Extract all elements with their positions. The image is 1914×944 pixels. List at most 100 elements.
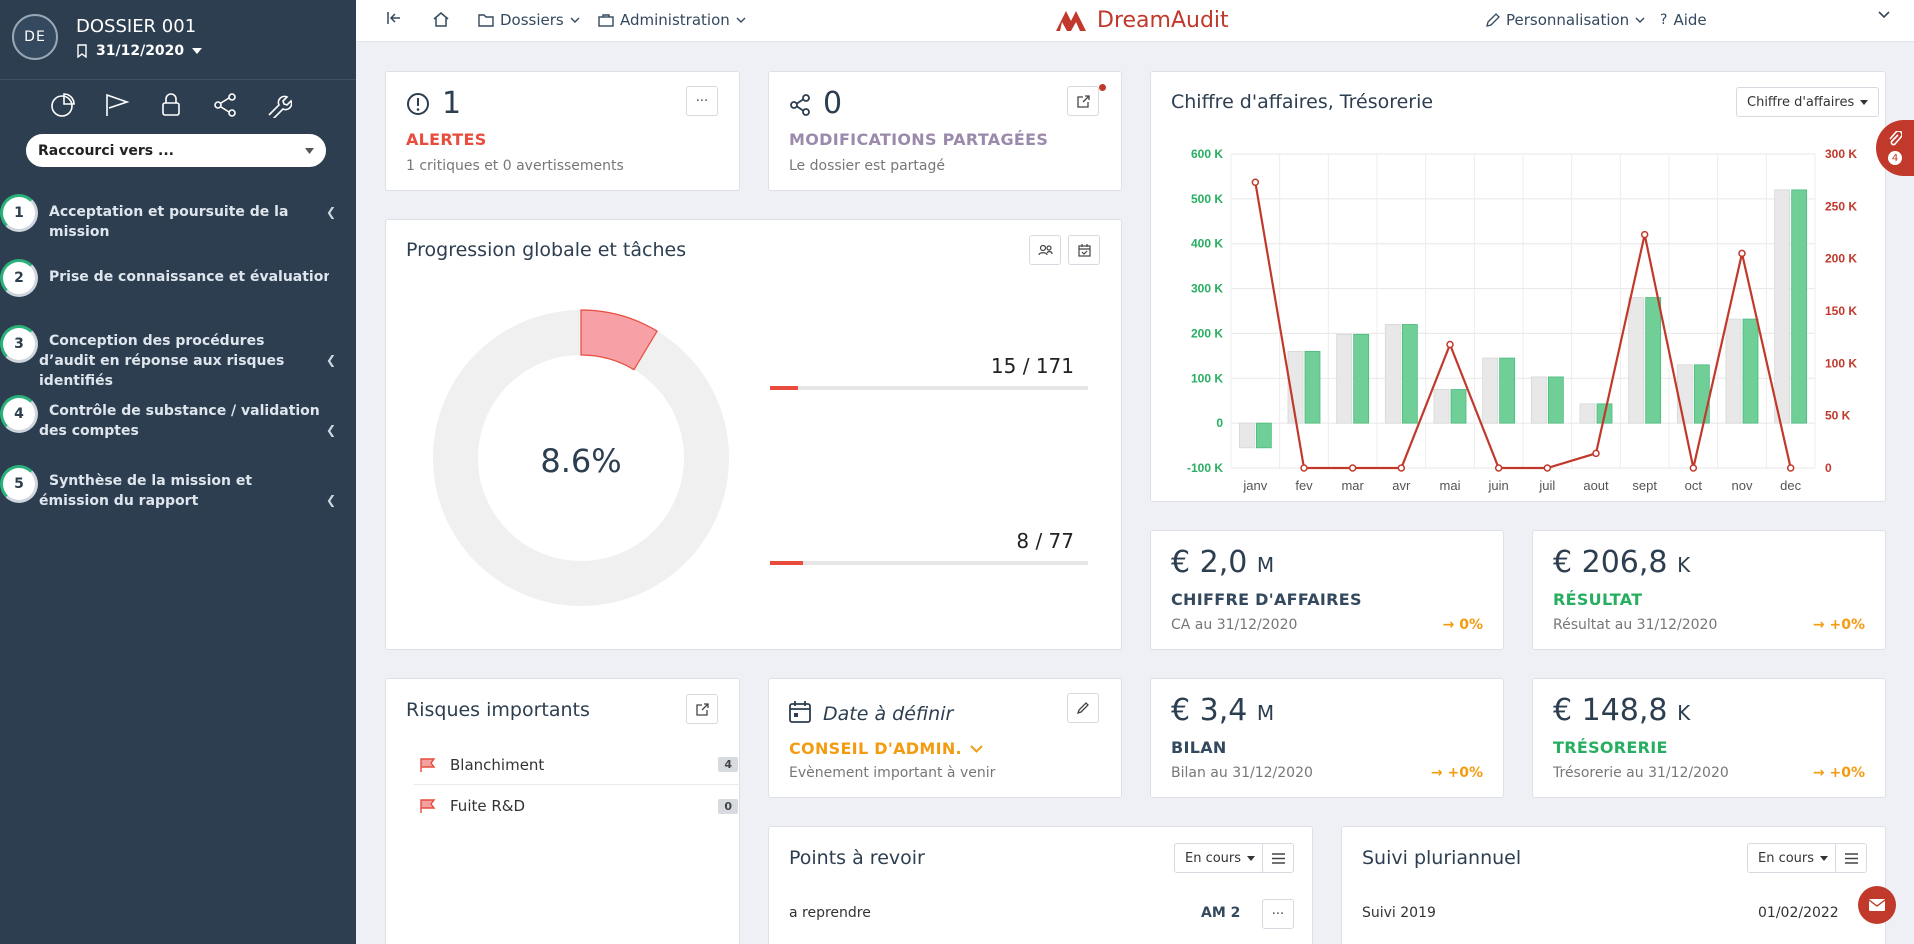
chart-bar — [1676, 364, 1693, 424]
avatar[interactable]: DE — [12, 14, 58, 60]
points-row-more-button[interactable]: ··· — [1262, 899, 1294, 929]
shortcut-select[interactable]: Raccourci vers ... — [26, 134, 326, 167]
alerts-count: 1 — [442, 86, 462, 121]
suivi-row-label[interactable]: Suivi 2019 — [1362, 905, 1436, 921]
risk-item[interactable]: Fuite R&D 0 — [414, 786, 742, 826]
home-icon[interactable] — [432, 11, 450, 27]
progression-card: Progression globale et tâches 8.6% 15 / … — [385, 219, 1122, 650]
flag-icon[interactable] — [104, 92, 130, 118]
event-edit-button[interactable] — [1067, 693, 1099, 723]
envelope-icon — [1869, 899, 1885, 911]
pie-chart-icon[interactable] — [50, 92, 76, 118]
chart-category-label: sept — [1632, 478, 1657, 493]
chart-left-tick-label: -100 K — [1187, 461, 1223, 475]
points-row-label[interactable]: a reprendre — [789, 905, 871, 921]
chart-line-point — [1300, 464, 1308, 472]
lock-icon[interactable] — [158, 92, 184, 118]
risks-open-button[interactable] — [686, 694, 718, 724]
chart-bar — [1255, 422, 1272, 449]
chevron-left-icon: ❮ — [326, 423, 337, 437]
chart-bar — [1725, 318, 1742, 424]
chart-bar — [1628, 297, 1645, 424]
aide-menu[interactable]: ? Aide — [1660, 11, 1707, 29]
sidebar-tools — [50, 92, 292, 118]
suivi-menu-button[interactable] — [1835, 843, 1867, 873]
alerts-more-button[interactable]: ··· — [686, 86, 718, 116]
kpi-ca-delta: → 0% — [1442, 617, 1483, 633]
notification-dot — [1099, 84, 1106, 91]
modifications-label: MODIFICATIONS PARTAGÉES — [789, 130, 1049, 149]
chart-bar — [1499, 357, 1516, 424]
attachments-count: 4 — [1888, 151, 1902, 165]
chart-right-tick-label: 250 K — [1825, 199, 1857, 213]
chart-bar — [1401, 324, 1418, 424]
chart-line-point — [1543, 464, 1552, 472]
chart-line-series — [1254, 182, 1792, 470]
progression-title: Progression globale et tâches — [406, 239, 687, 261]
user-menu-chevron-down-icon[interactable] — [1878, 11, 1890, 19]
caret-down-icon — [1247, 855, 1256, 861]
chart-left-tick-label: 100 K — [1191, 371, 1223, 385]
flag-icon — [420, 799, 436, 813]
chart-bar — [1791, 189, 1808, 424]
modifications-card: 0 MODIFICATIONS PARTAGÉES Le dossier est… — [768, 71, 1122, 191]
kpi-tresorerie-sub: Trésorerie au 31/12/2020 — [1553, 765, 1729, 781]
modifications-sub: Le dossier est partagé — [789, 158, 946, 174]
risks-card: Risques importants Blanchiment 4 Fuite R… — [385, 678, 742, 944]
alerts-sub: 1 critiques et 0 avertissements — [406, 158, 624, 174]
dossiers-menu[interactable]: Dossiers — [478, 11, 580, 29]
kpi-ca-card: € 2,0 M CHIFFRE D'AFFAIRES CA au 31/12/2… — [1150, 530, 1504, 650]
phase-label: Contrôle de substance / validation des c… — [39, 403, 320, 439]
points-title: Points à revoir — [789, 847, 925, 869]
administration-menu[interactable]: Administration — [598, 11, 746, 29]
wrench-icon[interactable] — [266, 92, 292, 118]
chart-category-label: mar — [1341, 478, 1364, 493]
progression-calendar-button[interactable] — [1068, 235, 1100, 265]
progression-users-button[interactable] — [1029, 235, 1061, 265]
chart-left-tick-label: 0 — [1216, 416, 1223, 430]
logo-text: DreamAudit — [1097, 8, 1229, 33]
caret-down-icon — [1820, 855, 1829, 861]
chevron-left-icon: ❮ — [326, 353, 337, 367]
chart-card: Chiffre d'affaires, Trésorerie Chiffre d… — [1150, 71, 1886, 502]
points-menu-button[interactable] — [1262, 843, 1294, 873]
dossier-date-selector[interactable]: 31/12/2020 — [76, 43, 203, 59]
points-filter-label: En cours — [1185, 850, 1242, 866]
modifications-open-button[interactable] — [1067, 86, 1099, 116]
chart-left-tick-label: 400 K — [1191, 237, 1223, 251]
users-icon — [1037, 244, 1053, 256]
arrow-right-icon: → — [1430, 765, 1443, 781]
chart-series-dropdown[interactable]: Chiffre d'affaires — [1736, 87, 1880, 117]
dreamaudit-logo[interactable]: DreamAudit — [1056, 8, 1229, 33]
personnalisation-menu[interactable]: Personnalisation — [1486, 11, 1645, 29]
chart-left-tick-label: 200 K — [1191, 326, 1223, 340]
chevron-left-icon: ❮ — [326, 205, 337, 219]
progression-donut — [433, 309, 729, 606]
chevron-down-icon — [1635, 17, 1645, 23]
chart-category-label: juin — [1488, 478, 1509, 493]
mail-float-button[interactable] — [1858, 886, 1896, 924]
event-type-label: CONSEIL D'ADMIN. — [789, 739, 962, 758]
question-icon: ? — [1660, 12, 1668, 28]
tasks-bar-2-fill — [770, 561, 804, 565]
attachments-float-button[interactable]: 4 — [1876, 120, 1914, 176]
event-type-toggle[interactable]: CONSEIL D'ADMIN. — [789, 739, 983, 758]
collapse-sidebar-icon[interactable] — [386, 11, 402, 25]
kpi-bilan-sub: Bilan au 31/12/2020 — [1171, 765, 1313, 781]
chart-bar — [1742, 318, 1759, 424]
phase-label: Acceptation et poursuite de la mission — [49, 204, 289, 240]
menu-icon — [1844, 852, 1858, 864]
suivi-filter-dropdown[interactable]: En cours — [1747, 843, 1840, 873]
calendar-icon — [789, 701, 811, 723]
risk-item[interactable]: Blanchiment 4 — [414, 745, 742, 785]
points-filter-dropdown[interactable]: En cours — [1174, 843, 1267, 873]
chart-bar — [1336, 333, 1353, 424]
chart-category-label: dec — [1780, 478, 1801, 493]
share-icon[interactable] — [212, 92, 238, 118]
risks-title: Risques importants — [406, 699, 590, 721]
briefcase-icon — [598, 14, 614, 27]
tasks-bar-1-fill — [770, 386, 798, 390]
chart-bar — [1693, 364, 1710, 424]
paperclip-icon — [1889, 131, 1902, 146]
external-link-icon — [695, 702, 709, 716]
